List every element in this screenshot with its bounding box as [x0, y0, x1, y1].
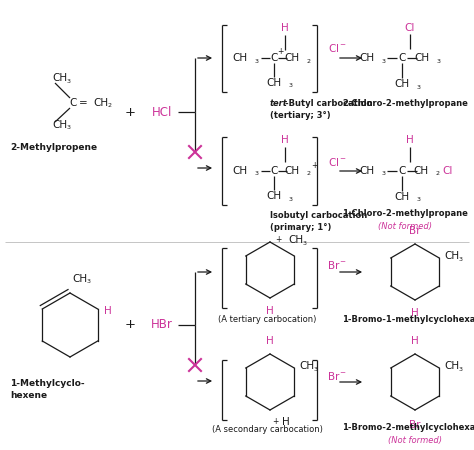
Text: (primary; 1°): (primary; 1°) [270, 224, 331, 233]
Text: 2-Chloro-2-methylpropane: 2-Chloro-2-methylpropane [342, 99, 468, 108]
Text: Br: Br [409, 226, 421, 236]
Text: $_3$: $_3$ [288, 81, 293, 90]
Text: C: C [270, 53, 278, 63]
Text: C: C [270, 166, 278, 176]
Text: CH: CH [232, 53, 247, 63]
Text: +: + [125, 319, 136, 332]
Text: Cl$^-$: Cl$^-$ [328, 156, 346, 168]
Text: Isobutyl carbocation: Isobutyl carbocation [270, 212, 367, 220]
Text: CH: CH [266, 78, 282, 88]
Text: CH: CH [359, 53, 374, 63]
Text: CH: CH [93, 98, 108, 108]
Text: (A tertiary carbocation): (A tertiary carbocation) [218, 315, 316, 324]
Text: CH: CH [394, 192, 410, 202]
Text: $_3$: $_3$ [436, 57, 442, 66]
Text: +: + [311, 161, 317, 170]
Text: $_3$: $_3$ [288, 194, 293, 203]
Text: CH: CH [266, 191, 282, 201]
Text: tert: tert [270, 99, 288, 108]
Text: +: + [125, 105, 136, 118]
Text: H: H [266, 306, 274, 316]
Text: CH: CH [52, 120, 67, 130]
Text: $_2$: $_2$ [435, 170, 440, 179]
Text: $_3$: $_3$ [254, 57, 260, 66]
Text: C: C [398, 53, 406, 63]
Text: H: H [282, 417, 290, 427]
Text: CH: CH [72, 274, 87, 284]
Text: $_2$: $_2$ [306, 57, 311, 66]
Text: H: H [411, 308, 419, 318]
Text: $_3$: $_3$ [86, 278, 91, 287]
Text: -Butyl carbocation: -Butyl carbocation [285, 99, 373, 108]
Text: H: H [266, 336, 274, 346]
Text: CH: CH [444, 361, 459, 371]
Text: CH: CH [413, 166, 428, 176]
Text: 2-Methylpropene: 2-Methylpropene [10, 144, 97, 153]
Text: $_3$: $_3$ [302, 238, 308, 248]
Text: (tertiary; 3°): (tertiary; 3°) [270, 112, 331, 121]
Text: 1-Methylcyclo-: 1-Methylcyclo- [10, 378, 85, 387]
Text: $_3$: $_3$ [254, 170, 260, 179]
Text: CH: CH [284, 53, 300, 63]
Text: Cl: Cl [405, 23, 415, 33]
Text: CH: CH [444, 251, 459, 261]
Text: $_3$: $_3$ [416, 195, 421, 204]
Text: 1-Bromo-2-methylcyclohexane: 1-Bromo-2-methylcyclohexane [342, 423, 474, 432]
Text: $_3$: $_3$ [458, 364, 464, 373]
Text: HBr: HBr [151, 319, 173, 332]
Text: $_3$: $_3$ [458, 255, 464, 264]
Text: (Not formed): (Not formed) [388, 436, 442, 445]
Text: H: H [411, 336, 419, 346]
Text: CH: CH [284, 166, 300, 176]
Text: CH: CH [299, 361, 314, 371]
Text: H: H [104, 306, 111, 316]
Text: Cl$^-$: Cl$^-$ [328, 42, 346, 54]
Text: $_3$: $_3$ [66, 76, 72, 86]
Text: =: = [79, 98, 87, 108]
Text: +: + [272, 418, 278, 427]
Text: H: H [281, 135, 289, 145]
Text: +: + [277, 46, 283, 55]
Text: (A secondary carbocation): (A secondary carbocation) [211, 426, 322, 435]
Text: 1-Bromo-1-methylcyclohexane: 1-Bromo-1-methylcyclohexane [342, 315, 474, 324]
Text: CH: CH [288, 235, 303, 245]
Text: $_3$: $_3$ [381, 170, 387, 179]
Text: H: H [406, 135, 414, 145]
Text: CH: CH [414, 53, 429, 63]
Text: +: + [275, 235, 282, 244]
Text: Br$^-$: Br$^-$ [327, 370, 347, 382]
Text: $_3$: $_3$ [66, 123, 72, 132]
Text: H: H [281, 23, 289, 33]
Text: Cl: Cl [442, 166, 452, 176]
Text: C: C [69, 98, 77, 108]
Text: Br: Br [409, 420, 421, 430]
Text: C: C [398, 166, 406, 176]
Text: Br$^-$: Br$^-$ [327, 259, 347, 271]
Text: $_2$: $_2$ [107, 102, 112, 111]
Text: CH: CH [232, 166, 247, 176]
Text: CH: CH [394, 79, 410, 89]
Text: HCl: HCl [152, 105, 172, 118]
Text: 1-Chloro-2-methylpropane: 1-Chloro-2-methylpropane [342, 210, 468, 219]
Text: $_3$: $_3$ [313, 364, 319, 373]
Text: hexene: hexene [10, 391, 47, 400]
Text: $_3$: $_3$ [381, 57, 387, 66]
Text: $_3$: $_3$ [416, 82, 421, 91]
Text: CH: CH [52, 73, 67, 83]
Text: $_2$: $_2$ [306, 170, 311, 179]
Text: CH: CH [359, 166, 374, 176]
Text: (Not formed): (Not formed) [378, 221, 432, 230]
